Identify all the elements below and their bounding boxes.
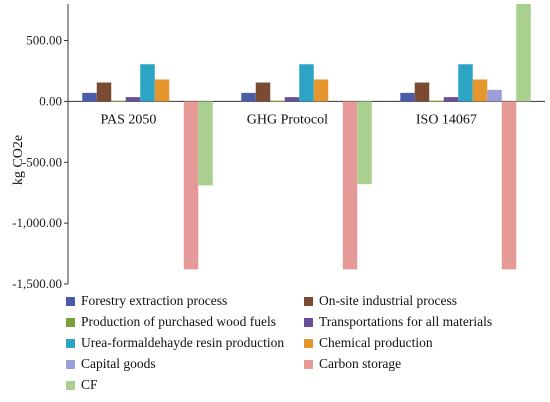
legend-item: Production of purchased wood fuels (66, 313, 304, 331)
legend-swatch (66, 359, 75, 369)
legend-item: CF (66, 376, 304, 394)
bar-on-site-industrial-process (414, 82, 430, 102)
bar-carbon-storage (342, 101, 358, 270)
bar-carbon-storage (183, 101, 199, 270)
bar-production-of-purchased-wood-fuels (429, 100, 444, 102)
legend-label: Forestry extraction process (81, 293, 228, 308)
category-label: GHG Protocol (247, 112, 328, 127)
legend-item: Urea-formaldehayde resin production (66, 334, 304, 352)
bar-transportations-for-all-materials (443, 97, 459, 102)
legend-label: Chemical production (319, 335, 433, 350)
legend-item: Chemical production (304, 334, 544, 352)
category-label: ISO 14067 (416, 112, 477, 127)
bar-forestry-extraction-process (400, 92, 415, 102)
legend-swatch (304, 296, 313, 306)
legend-item: On-site industrial process (304, 292, 544, 310)
legend-label: On-site industrial process (319, 293, 457, 308)
bar-production-of-purchased-wood-fuels (270, 100, 285, 102)
bar-urea-formaldehayde-resin-production (299, 64, 314, 102)
legend-item: Transportations for all materials (304, 313, 544, 331)
legend-label: Transportations for all materials (319, 314, 493, 329)
legend-swatch (304, 317, 313, 327)
bar-chemical-production (313, 79, 329, 102)
bar-chemical-production (472, 79, 488, 102)
legend-swatch (304, 338, 313, 348)
legend-swatch (66, 380, 75, 390)
bars (82, 4, 531, 270)
bar-urea-formaldehayde-resin-production (140, 64, 155, 102)
bar-cf (198, 101, 213, 186)
legend-swatch (304, 359, 313, 369)
bar-chemical-production (154, 79, 170, 102)
bar-urea-formaldehayde-resin-production (458, 64, 473, 102)
bar-forestry-extraction-process (241, 92, 256, 102)
y-tick-label: -1,000.00 (12, 215, 62, 230)
bar-cf (357, 101, 372, 185)
bar-capital-goods (487, 89, 502, 102)
bar-on-site-industrial-process (96, 82, 112, 102)
legend-label: Urea-formaldehayde resin production (81, 335, 285, 350)
legend-swatch (66, 338, 75, 348)
bar-production-of-purchased-wood-fuels (111, 100, 126, 102)
bar-carbon-storage (501, 101, 517, 270)
y-tick-label: 0.00 (39, 93, 62, 108)
category-label: PAS 2050 (100, 112, 156, 127)
category-labels: PAS 2050 GHG Protocol ISO 14067 (100, 112, 476, 127)
legend-label: Capital goods (81, 356, 156, 371)
legend-label: Carbon storage (319, 356, 402, 371)
legend-label: Production of purchased wood fuels (81, 314, 276, 329)
legend-item: Capital goods (66, 355, 304, 373)
y-tick-label: -1,500.00 (12, 276, 62, 291)
y-axis-label: kg CO2e (11, 135, 26, 185)
legend-label: CF (81, 377, 98, 392)
bar-forestry-extraction-process (82, 92, 97, 102)
legend-swatch (66, 296, 75, 306)
y-axis: 500.00 0.00 -500.00 -1,000.00 -1,500.00 (12, 4, 545, 291)
bar-on-site-industrial-process (255, 82, 271, 102)
legend: Forestry extraction process On-site indus… (66, 292, 546, 394)
bar-transportations-for-all-materials (125, 97, 141, 102)
legend-item: Forestry extraction process (66, 292, 304, 310)
bar-cf (516, 4, 531, 102)
legend-swatch (66, 317, 75, 327)
y-tick-label: 500.00 (26, 33, 62, 48)
y-tick-label: -500.00 (22, 154, 62, 169)
bar-transportations-for-all-materials (284, 97, 300, 102)
legend-item: Carbon storage (304, 355, 544, 373)
